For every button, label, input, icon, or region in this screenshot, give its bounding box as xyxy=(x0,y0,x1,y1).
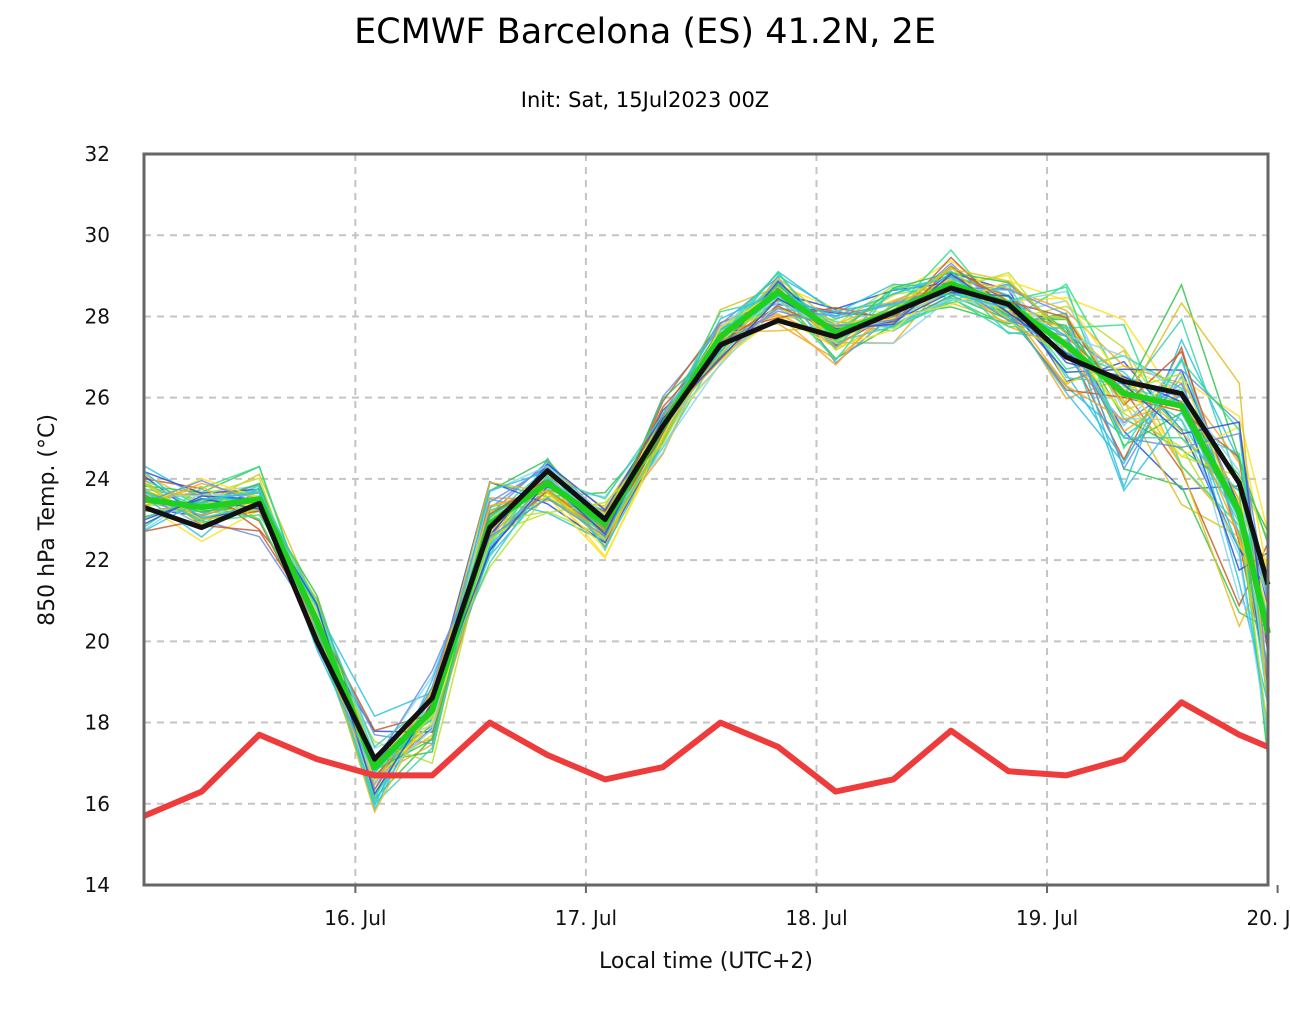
chart-subtitle: Init: Sat, 15Jul2023 00Z xyxy=(521,88,769,112)
y-tick-label: 18 xyxy=(85,711,110,735)
x-tick-label: 20. Jul xyxy=(1246,906,1290,930)
ensemble-mean-line xyxy=(143,281,1271,771)
y-tick-label: 32 xyxy=(85,142,110,166)
ensemble-member-line xyxy=(143,290,1269,775)
x-tick-labels: 16. Jul 17. Jul 18. Jul 19. Jul 20. Jul xyxy=(324,906,1290,930)
y-tick-label: 20 xyxy=(85,629,110,653)
series-lines xyxy=(142,281,1271,819)
chart-title: ECMWF Barcelona (ES) 41.2N, 2E xyxy=(354,12,936,52)
y-tick-label: 14 xyxy=(85,873,110,897)
y-tick-label: 26 xyxy=(85,386,110,410)
climate-mean-line xyxy=(142,699,1270,819)
control-line xyxy=(143,285,1271,762)
y-tick-label: 16 xyxy=(85,792,110,816)
y-tick-labels: 14 16 18 20 22 24 26 28 30 32 xyxy=(85,142,110,897)
ensemble-member-line xyxy=(143,266,1269,732)
ensemble-member-line xyxy=(143,284,1269,750)
y-tick-label: 28 xyxy=(85,304,110,328)
grid-lines xyxy=(144,154,1279,893)
x-tick-label: 19. Jul xyxy=(1016,906,1078,930)
y-tick-label: 22 xyxy=(85,548,110,572)
x-tick-label: 17. Jul xyxy=(555,906,617,930)
ensemble-member-line xyxy=(143,248,1269,772)
x-axis-label: Local time (UTC+2) xyxy=(599,949,813,974)
y-tick-label: 24 xyxy=(85,467,110,491)
x-tick-label: 16. Jul xyxy=(324,906,386,930)
ensemble-member-line xyxy=(143,256,1269,779)
ensemble-members xyxy=(143,248,1269,815)
plot-frame xyxy=(142,152,1270,887)
x-tick-label: 18. Jul xyxy=(785,906,847,930)
ensemble-member-line xyxy=(143,262,1269,745)
y-tick-label: 30 xyxy=(85,223,110,247)
y-axis-label: 850 hPa Temp. (°C) xyxy=(35,414,60,626)
